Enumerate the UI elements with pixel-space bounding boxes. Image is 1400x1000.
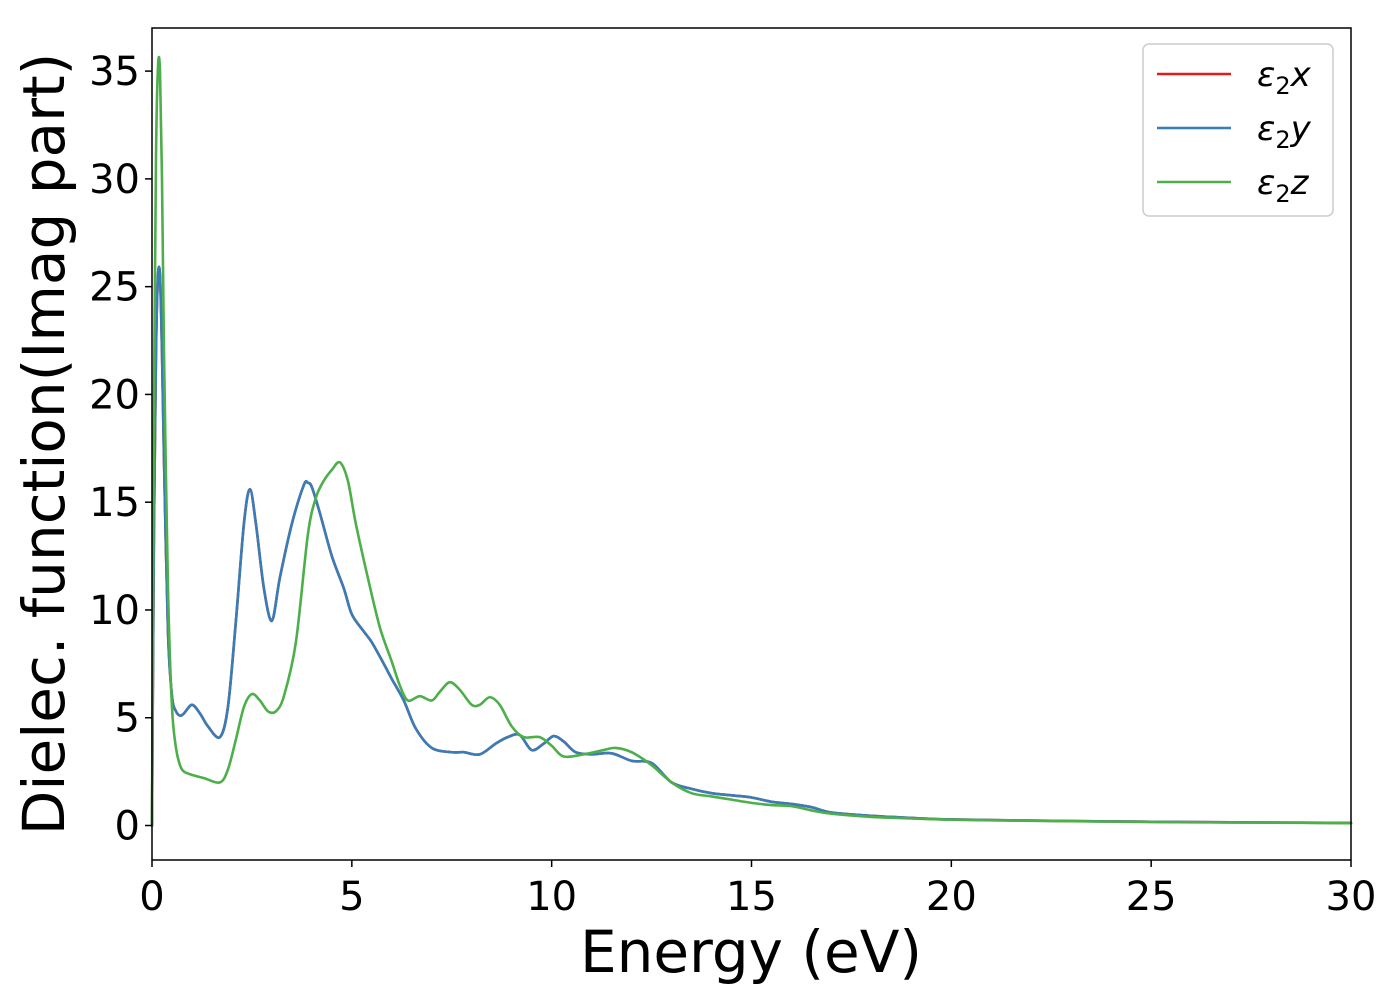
legend-label-y: ε2y bbox=[1257, 109, 1312, 154]
x-tick-label: 0 bbox=[139, 874, 164, 920]
x-tick-label: 5 bbox=[339, 874, 364, 920]
series-line-z bbox=[150, 55, 1353, 827]
y-tick-label: 0 bbox=[115, 804, 140, 850]
x-axis-ticks: 0 5 10 15 20 25 30 bbox=[139, 860, 1376, 920]
legend-label-z: ε2z bbox=[1257, 163, 1310, 208]
y-tick-label: 35 bbox=[89, 49, 140, 95]
series-lines bbox=[150, 55, 1353, 827]
x-tick-label: 20 bbox=[926, 874, 977, 920]
y-axis-label: Dielec. function(Imag part) bbox=[10, 53, 78, 836]
legend-label-x: ε2x bbox=[1257, 55, 1312, 100]
y-tick-label: 10 bbox=[89, 588, 140, 634]
legend: ε2x ε2y ε2z bbox=[1142, 43, 1334, 217]
y-tick-label: 15 bbox=[89, 480, 140, 526]
x-tick-label: 30 bbox=[1326, 874, 1377, 920]
x-tick-label: 15 bbox=[726, 874, 777, 920]
x-tick-label: 10 bbox=[526, 874, 577, 920]
y-tick-label: 5 bbox=[115, 696, 140, 742]
legend-box bbox=[1142, 43, 1334, 217]
y-axis-ticks: 0 5 10 15 20 25 30 35 bbox=[89, 49, 152, 850]
y-tick-label: 30 bbox=[89, 157, 140, 203]
series-line-y bbox=[150, 265, 1353, 827]
y-tick-label: 25 bbox=[89, 265, 140, 311]
y-tick-label: 20 bbox=[89, 372, 140, 418]
x-tick-label: 25 bbox=[1126, 874, 1177, 920]
x-axis-label: Energy (eV) bbox=[580, 918, 922, 986]
